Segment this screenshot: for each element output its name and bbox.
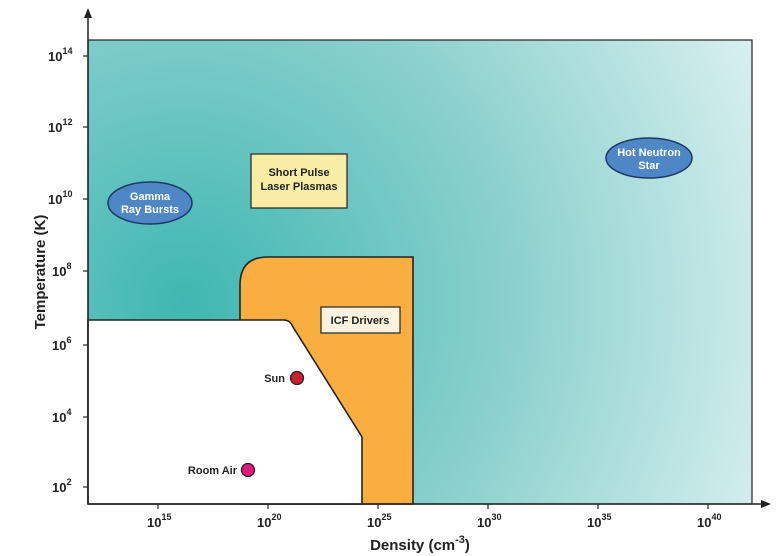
svg-text:Ray Bursts: Ray Bursts <box>121 204 179 216</box>
x-tick-label: 1020 <box>257 512 281 530</box>
y-tick-marks <box>83 55 88 488</box>
short-pulse-laser-plasmas-label: Short Pulse Laser Plasmas <box>250 153 348 209</box>
x-tick-label: 1015 <box>147 512 171 530</box>
svg-text:Hot Neutron: Hot Neutron <box>617 147 681 159</box>
y-tick-label: 1014 <box>48 46 72 64</box>
y-tick-label: 108 <box>52 261 71 279</box>
sun-label: Sun <box>264 373 285 385</box>
x-tick-label: 1025 <box>367 512 391 530</box>
ordinary-matter-region <box>87 319 363 505</box>
y-axis-arrow <box>84 8 92 18</box>
svg-text:Star: Star <box>638 160 660 172</box>
x-tick-label: 1030 <box>477 512 501 530</box>
y-tick-label: 1010 <box>48 189 72 207</box>
room-air-label: Room Air <box>188 465 238 477</box>
sun-marker <box>289 370 305 386</box>
x-tick-label: 1040 <box>697 512 721 530</box>
x-axis-arrow <box>761 500 771 508</box>
x-tick-label: 1035 <box>587 512 611 530</box>
svg-text:ICF Drivers: ICF Drivers <box>331 315 390 327</box>
y-tick-label: 1012 <box>48 117 72 135</box>
icf-drivers-label: ICF Drivers <box>320 306 401 334</box>
y-tick-label: 102 <box>52 477 71 495</box>
svg-text:Gamma: Gamma <box>130 191 171 203</box>
room-air-point: Room Air <box>188 462 256 478</box>
x-tick-marks <box>157 504 709 509</box>
gamma-ray-bursts-label: Gamma Ray Bursts <box>107 181 193 225</box>
sun-point: Sun <box>264 370 305 386</box>
y-axis-title: Temperature (K) <box>32 215 49 330</box>
room-air-marker <box>240 462 256 478</box>
x-axis-title: Density (cm-3) <box>370 534 470 554</box>
y-tick-label: 104 <box>52 407 71 425</box>
svg-text:Short Pulse: Short Pulse <box>268 167 329 179</box>
hot-neutron-star-label: Hot Neutron Star <box>605 137 693 179</box>
svg-text:Laser Plasmas: Laser Plasmas <box>260 181 337 193</box>
y-tick-label: 106 <box>52 335 71 353</box>
